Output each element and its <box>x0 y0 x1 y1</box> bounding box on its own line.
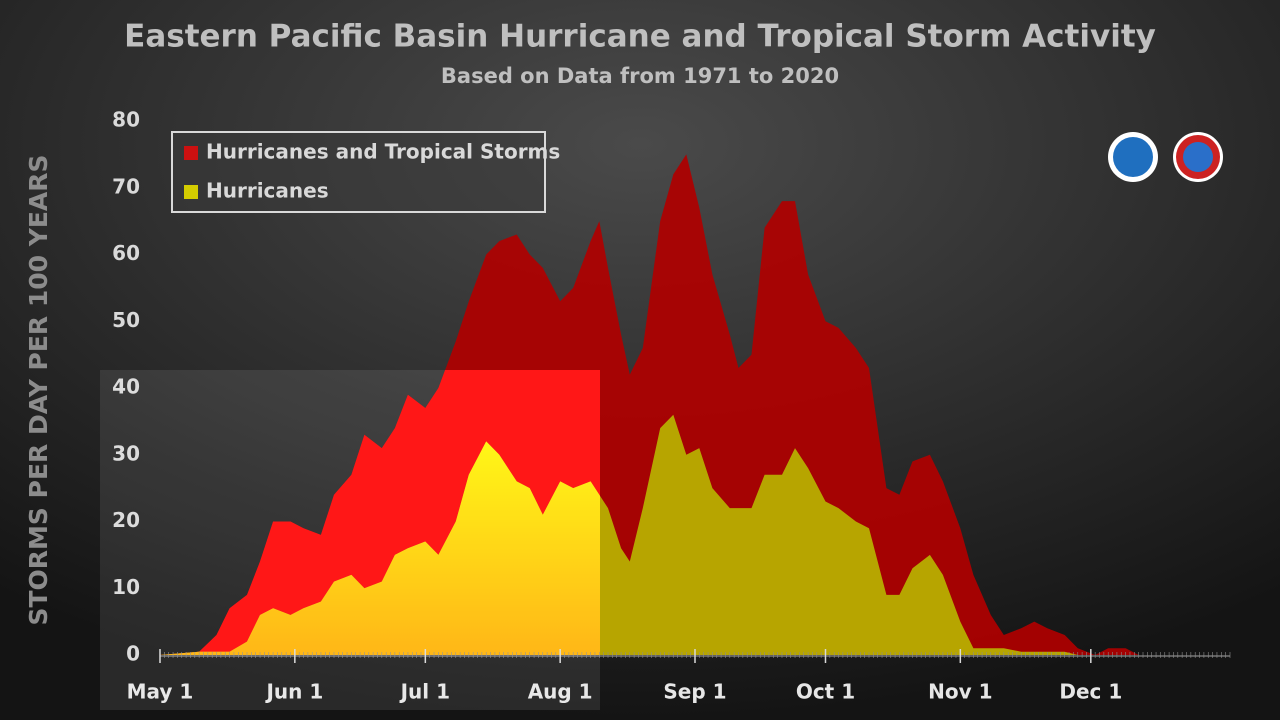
y-tick-label: 70 <box>112 174 140 198</box>
area-highlight <box>160 441 600 655</box>
x-tick-label: Jul 1 <box>399 680 450 704</box>
y-tick-label: 20 <box>112 508 140 532</box>
y-tick-label: 80 <box>112 108 140 132</box>
legend-label: Hurricanes and Tropical Storms <box>206 140 560 164</box>
y-tick-label: 30 <box>112 441 140 465</box>
plot-area: 0 10 20 30 40 50 60 70 80 May 1 Jun 1 Jul 1 Aug 1 Sep… <box>112 108 1231 704</box>
legend-swatch <box>184 185 198 199</box>
x-tick-label: Oct 1 <box>796 680 855 704</box>
y-tick-label: 10 <box>112 575 140 599</box>
y-tick-label: 0 <box>126 642 140 666</box>
y-axis-label: STORMS PER DAY PER 100 YEARS <box>24 154 53 625</box>
highlight-region <box>100 370 600 710</box>
y-tick-label: 60 <box>112 241 140 265</box>
legend-label: Hurricanes <box>206 179 329 203</box>
y-tick-label: 50 <box>112 308 140 332</box>
legend-swatch <box>184 146 198 160</box>
x-tick-label: Dec 1 <box>1059 680 1122 704</box>
y-tick-label: 40 <box>112 375 140 399</box>
legend: Hurricanes and Tropical Storms Hurricanes <box>171 131 560 213</box>
x-tick-label: Jun 1 <box>264 680 323 704</box>
nws-logo-inner <box>1183 142 1213 172</box>
x-tick-label: May 1 <box>127 680 194 704</box>
x-tick-label: Sep 1 <box>663 680 726 704</box>
x-tick-label: Nov 1 <box>928 680 992 704</box>
chart-title: Eastern Pacific Basin Hurricane and Trop… <box>124 19 1156 55</box>
noaa-logo-inner <box>1113 137 1153 177</box>
chart-subtitle: Based on Data from 1971 to 2020 <box>441 64 839 88</box>
logos <box>1108 132 1223 182</box>
x-tick-label: Aug 1 <box>528 680 593 704</box>
legend-box <box>171 131 546 213</box>
